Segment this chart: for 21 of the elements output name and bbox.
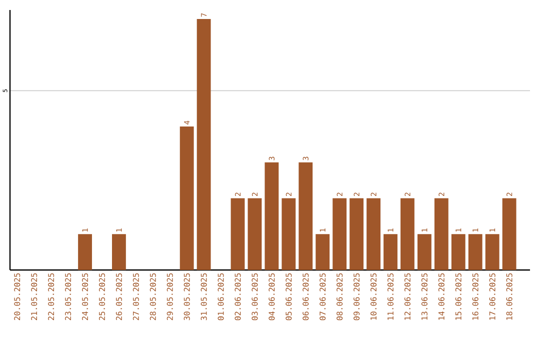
bar (112, 234, 126, 270)
bar (350, 198, 364, 270)
bar (468, 234, 482, 270)
bar (248, 198, 262, 270)
bar (196, 18, 211, 270)
bar (417, 234, 432, 270)
bar (384, 234, 398, 270)
bar (400, 198, 414, 270)
bar (366, 198, 380, 270)
bar (316, 234, 330, 270)
bar (180, 126, 194, 270)
bar (282, 198, 296, 270)
bar (264, 162, 279, 270)
bar (434, 198, 448, 270)
bar (485, 234, 500, 270)
bar (230, 198, 245, 270)
bar (78, 234, 92, 270)
bar (332, 198, 347, 270)
bar (502, 198, 516, 270)
bar (451, 234, 466, 270)
bar (298, 162, 313, 270)
